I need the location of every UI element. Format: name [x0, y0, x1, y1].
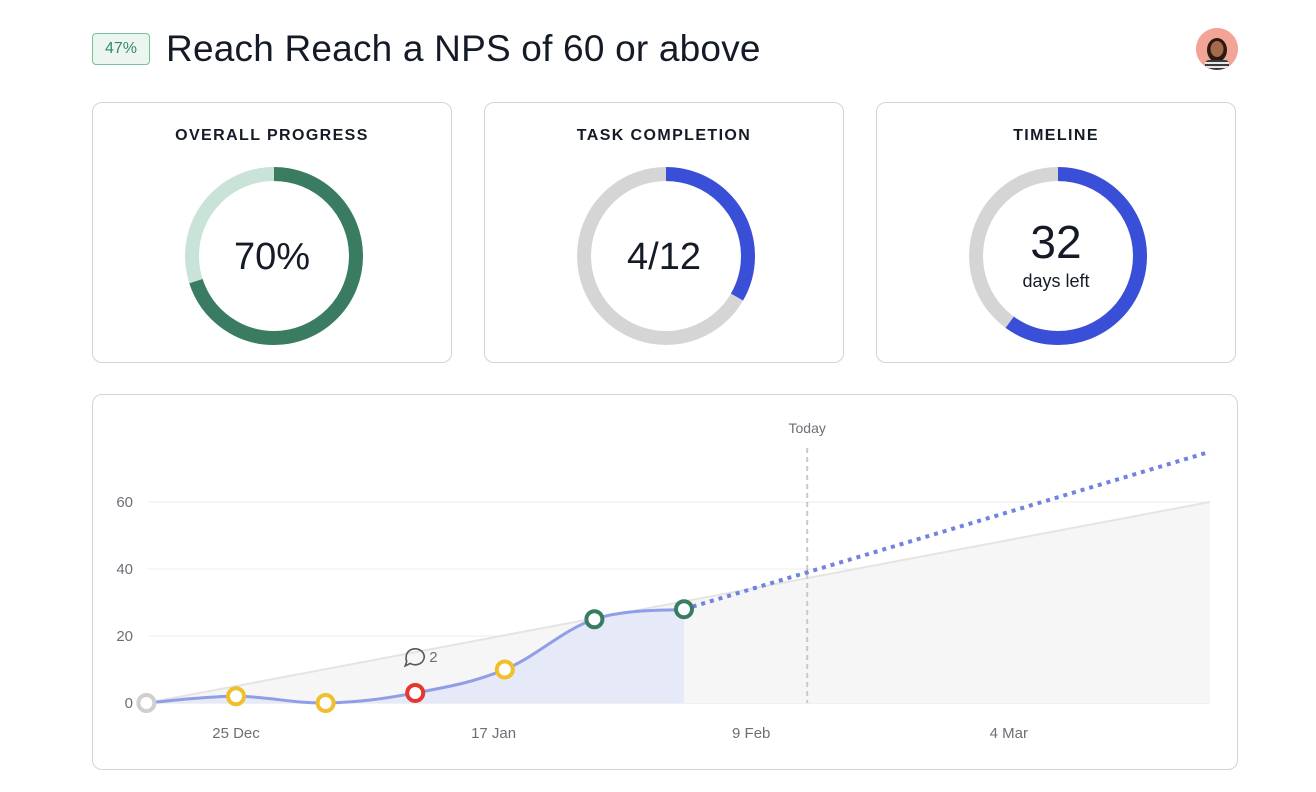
- overall-progress-ring: [185, 167, 363, 345]
- status-update-point: [584, 609, 605, 630]
- y-tick-label: 0: [125, 695, 133, 712]
- card-title: TASK COMPLETION: [576, 127, 752, 144]
- header: 47% Reach Reach a NPS of 60 or above: [92, 26, 761, 72]
- days-left-value: 32: [1030, 216, 1082, 268]
- status-update-point: [136, 693, 157, 713]
- x-tick-label: 4 Mar: [990, 725, 1028, 742]
- y-tick-label: 60: [116, 494, 133, 511]
- y-tick-label: 40: [116, 561, 133, 578]
- x-tick-label: 9 Feb: [732, 725, 770, 742]
- chart-labels: 0 20 40 60 25 Dec 17 Jan 9 Feb 4 Mar Today 2: [116, 420, 1028, 742]
- comment-count: 2: [429, 649, 437, 666]
- overall-progress-card: OVERALL PROGRESS 70%: [92, 102, 452, 363]
- progress-chart-card: 0 20 40 60 25 Dec 17 Jan 9 Feb 4 Mar Today 2: [92, 394, 1238, 770]
- progress-chart: 0 20 40 60 25 Dec 17 Jan 9 Feb 4 Mar Today 2: [116, 420, 1211, 742]
- y-tick-label: 20: [116, 628, 133, 645]
- timeline-ring: [969, 167, 1147, 345]
- ring-progress: [969, 167, 1147, 345]
- x-tick-label: 25 Dec: [212, 725, 260, 742]
- status-update-point: [405, 682, 426, 703]
- chart-points: [136, 599, 694, 713]
- days-left-label: days left: [1022, 271, 1090, 291]
- status-update-point: [226, 686, 246, 707]
- x-tick-label: 17 Jan: [471, 725, 516, 742]
- avatar[interactable]: [1196, 28, 1238, 70]
- card-title: TIMELINE: [1013, 127, 1099, 144]
- timeline-card: TIMELINE 32 days left: [876, 102, 1236, 363]
- ring-progress: [185, 167, 363, 345]
- comment-icon: [403, 648, 425, 668]
- progress-area: [146, 609, 684, 704]
- ring-progress: [577, 167, 755, 345]
- task-completion-card: TASK COMPLETION 4/12: [484, 102, 844, 363]
- task-completion-ring: [577, 167, 755, 345]
- card-title: OVERALL PROGRESS: [175, 127, 369, 144]
- status-update-point: [674, 599, 694, 620]
- avatar-image: [1196, 28, 1238, 70]
- progress-badge: 47%: [92, 33, 151, 65]
- comment-indicator[interactable]: 2: [403, 648, 438, 668]
- page-title: Reach Reach a NPS of 60 or above: [166, 28, 761, 69]
- projection-line: [683, 449, 1211, 612]
- task-completion-value: 4/12: [627, 236, 701, 278]
- status-update-point: [315, 693, 336, 713]
- status-update-point: [494, 659, 515, 680]
- today-label: Today: [789, 420, 826, 436]
- overall-progress-value: 70%: [233, 236, 311, 278]
